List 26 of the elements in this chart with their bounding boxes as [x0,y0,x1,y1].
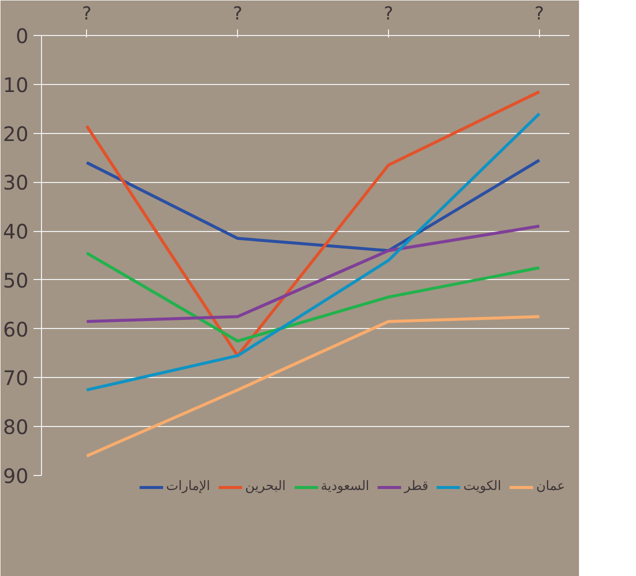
y-tick-label: 0 [16,24,29,48]
y-tick-label: 40 [3,220,29,244]
legend-label: عمان [536,479,565,494]
line-series [85,90,541,358]
x-tick-label: ? [82,4,92,24]
legend-label: الإمارات [166,479,210,494]
y-tick-label: 20 [3,122,29,146]
x-tick-label: ? [384,4,394,24]
y-tick-label: 60 [3,317,29,342]
y-tick-label: 90 [3,464,29,488]
line-series [85,252,541,343]
legend-label: قطر [404,479,428,494]
y-tick-label: 80 [3,415,29,440]
line-series [85,315,541,458]
y-tick-label: 10 [3,72,29,97]
line-series [85,112,541,392]
legend-label: الكويت [463,479,502,494]
y-tick-label: 50 [3,268,29,292]
x-tick-label: ? [232,4,242,24]
legend-label: البحرين [245,479,286,494]
line-series [85,224,541,323]
legend-label: السعودية [320,479,370,494]
y-tick-label: 70 [3,366,29,390]
x-tick-label: ? [534,4,544,24]
y-tick-label: 30 [3,170,29,195]
line-series [85,158,541,252]
